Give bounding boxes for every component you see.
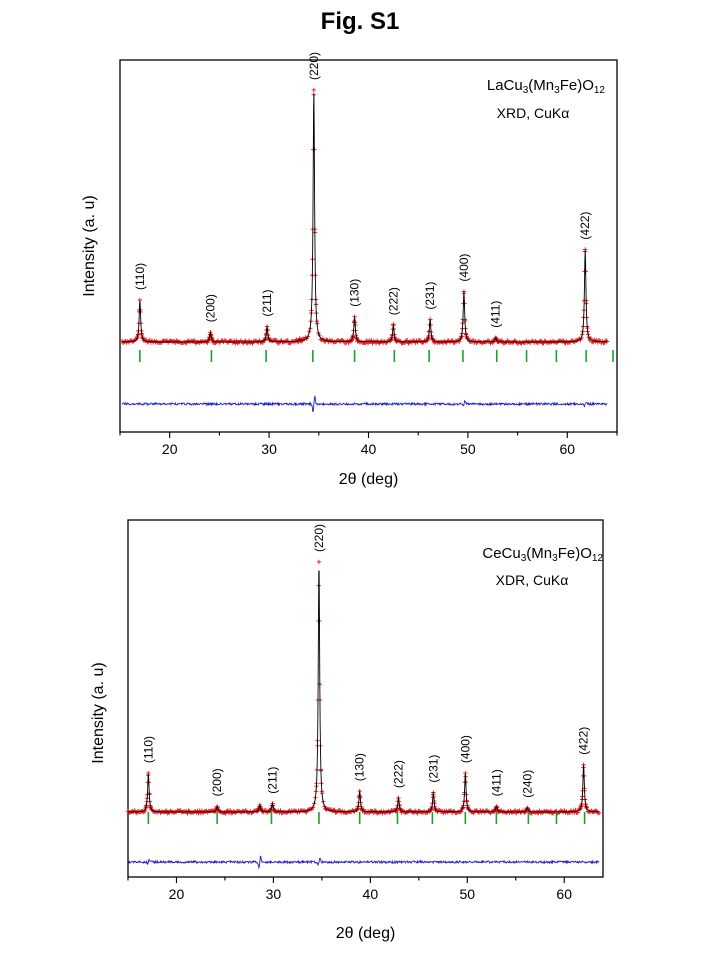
- peak-label-6: (130): [348, 279, 362, 307]
- peak-label-1: (110): [141, 736, 155, 763]
- peak-label-8: (231): [426, 755, 440, 783]
- plot-frame: [127, 519, 604, 878]
- x-tick-label-30: 30: [266, 886, 282, 902]
- observed-data: [119, 87, 610, 346]
- difference-curve: [127, 855, 600, 870]
- peak-label-1: (110): [133, 263, 147, 290]
- xrd-panel-1: (110) (200) (211) (220) (130) (222) (231) (400)…: [81, 52, 618, 488]
- x-tick-label-60: 60: [560, 441, 576, 457]
- x-tick-label-50: 50: [460, 441, 476, 457]
- xrd-panel-2: (110) (200) (211) (220) (130) (222) (231) (400)…: [90, 519, 604, 942]
- calculated-profile: [121, 93, 608, 343]
- x-tick-label-40: 40: [363, 886, 379, 902]
- y-axis-label: Intensity (a. u): [81, 195, 98, 296]
- peak-label-9: (400): [458, 735, 472, 763]
- figure-title: Fig. S1: [320, 8, 400, 35]
- peak-label-5: (220): [307, 52, 321, 80]
- x-tick-label-40: 40: [361, 441, 377, 457]
- peak-label-7: (222): [386, 287, 400, 315]
- x-tick-label-30: 30: [261, 441, 277, 457]
- peak-label-3: (211): [260, 289, 274, 316]
- peak-label-2: (200): [210, 768, 224, 796]
- peak-label-12: (422): [577, 727, 591, 755]
- method-label: XRD, CuKα: [497, 105, 570, 121]
- calculated-profile: [128, 570, 600, 813]
- peak-label-8: (231): [423, 282, 437, 310]
- x-axis-label: 2θ (deg): [339, 471, 399, 488]
- peak-label-6: (130): [353, 753, 367, 781]
- x-tick-label-20: 20: [169, 886, 185, 902]
- peak-label-10: (411): [489, 301, 503, 328]
- x-tick-label-20: 20: [162, 441, 178, 457]
- difference-curve: [121, 395, 608, 413]
- peak-label-11: (240): [520, 770, 534, 798]
- peak-label-9: (400): [457, 254, 471, 282]
- peak-label-10: (411): [489, 769, 503, 796]
- x-axis-label: 2θ (deg): [336, 925, 396, 942]
- peak-label-2: (200): [204, 294, 218, 322]
- method-label: XDR, CuKα: [496, 572, 569, 588]
- peak-label-7: (222): [392, 760, 406, 788]
- compound-formula: CeCu3(Mn3Fe)O12: [482, 545, 603, 564]
- peak-label-11: (422): [578, 212, 592, 240]
- x-tick-label-60: 60: [556, 886, 572, 902]
- peak-label-5: (220): [312, 524, 326, 552]
- compound-formula: LaCu3(Mn3Fe)O12: [487, 77, 606, 96]
- y-axis-label: Intensity (a. u): [90, 662, 107, 763]
- peak-label-4: (211): [265, 767, 279, 794]
- x-tick-label-50: 50: [459, 886, 475, 902]
